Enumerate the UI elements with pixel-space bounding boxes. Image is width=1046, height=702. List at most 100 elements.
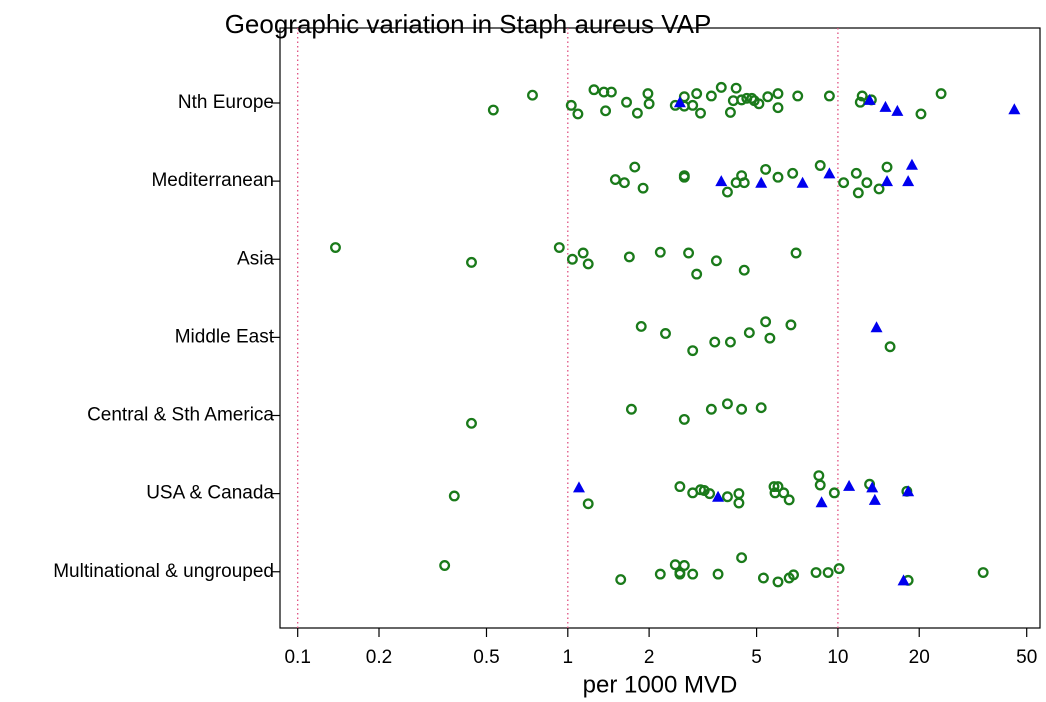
circle-marker: [736, 403, 748, 415]
circle-marker: [915, 108, 927, 120]
x-tick-label: 1: [563, 647, 574, 668]
circle-marker: [833, 563, 845, 575]
y-tick-label: Middle East: [175, 326, 275, 347]
y-tick-label: Multinational & ungrouped: [53, 561, 274, 582]
circle-marker: [629, 161, 641, 173]
triangle-marker: [881, 175, 894, 187]
circle-marker: [439, 560, 451, 571]
circle-marker: [566, 253, 578, 265]
triangle-marker: [863, 93, 876, 105]
circle-marker: [691, 268, 703, 280]
circle-marker: [746, 92, 758, 104]
circle-marker: [722, 398, 733, 410]
circle-marker: [674, 481, 686, 493]
circle-marker: [710, 255, 722, 267]
circle-marker: [772, 576, 784, 588]
circle-marker: [466, 417, 477, 429]
triangle-marker: [897, 574, 910, 586]
circle-marker: [810, 567, 822, 578]
x-tick-label: 5: [751, 647, 762, 668]
triangle-marker: [870, 321, 883, 333]
circle-marker: [814, 160, 826, 171]
circle-marker: [785, 319, 797, 331]
circle-marker: [691, 88, 703, 100]
circle-marker: [654, 568, 666, 580]
circle-marker: [527, 89, 538, 101]
circle-marker: [683, 247, 695, 259]
triangle-marker: [879, 100, 892, 112]
triangle-marker: [905, 158, 918, 170]
circle-marker: [705, 90, 717, 102]
circle-marker: [600, 105, 612, 117]
circle-marker: [813, 470, 825, 482]
circle-marker: [772, 88, 784, 100]
y-tick-label: Central & Sth America: [87, 405, 274, 426]
triangle-marker: [755, 176, 768, 188]
circle-marker: [695, 107, 706, 119]
circle-marker: [755, 402, 767, 414]
circle-marker: [605, 86, 617, 98]
circle-marker: [582, 258, 594, 270]
circle-marker: [783, 494, 795, 506]
circle-marker: [778, 487, 790, 499]
circle-marker: [733, 497, 745, 509]
circle-marker: [654, 246, 666, 258]
circle-marker: [466, 256, 477, 268]
circle-marker: [637, 182, 649, 194]
circle-marker: [760, 163, 772, 175]
circle-marker: [621, 96, 632, 108]
circle-marker: [736, 552, 748, 564]
triangle-marker: [673, 96, 686, 108]
circle-marker: [709, 336, 721, 348]
circle-marker: [814, 479, 826, 491]
circle-marker: [884, 341, 896, 353]
x-tick-label: 10: [827, 647, 848, 668]
circle-marker: [977, 567, 989, 578]
circle-marker: [850, 167, 862, 179]
circle-marker: [790, 247, 802, 259]
y-tick-label: Mediterranean: [151, 170, 274, 191]
circle-marker: [448, 490, 460, 502]
circle-marker: [822, 567, 834, 578]
circle-marker: [724, 106, 736, 118]
circle-marker: [582, 498, 594, 510]
circle-marker: [935, 88, 947, 100]
x-tick-label: 2: [644, 647, 655, 668]
circle-marker: [577, 247, 589, 259]
circle-marker: [705, 403, 717, 415]
circle-marker: [635, 320, 647, 332]
circle-marker: [768, 481, 780, 493]
circle-marker: [757, 572, 769, 584]
triangle-marker: [902, 485, 915, 497]
circle-marker: [823, 90, 835, 102]
circle-marker: [618, 177, 630, 189]
triangle-marker: [796, 176, 809, 188]
circle-marker: [660, 328, 671, 339]
triangle-marker: [1008, 103, 1021, 115]
triangle-marker: [868, 493, 881, 505]
circle-marker: [565, 99, 577, 111]
y-tick-label: Asia: [237, 248, 274, 269]
circle-marker: [678, 413, 690, 425]
circle-marker: [733, 488, 745, 500]
circle-marker: [625, 403, 637, 415]
triangle-marker: [715, 175, 728, 187]
circle-marker: [553, 242, 565, 253]
x-tick-label: 0.5: [473, 647, 499, 668]
circle-marker: [687, 99, 699, 111]
circle-marker: [736, 94, 748, 106]
circle-marker: [609, 174, 621, 186]
circle-marker: [764, 332, 776, 344]
circle-marker: [738, 264, 750, 276]
circle-marker: [715, 81, 727, 93]
circle-marker: [792, 90, 804, 102]
x-tick-label: 20: [909, 647, 930, 668]
x-axis-label: per 1000 MVD: [583, 671, 738, 698]
circle-marker: [760, 316, 772, 328]
circle-marker: [722, 186, 733, 198]
triangle-marker: [823, 167, 836, 179]
circle-marker: [772, 171, 784, 183]
circle-marker: [730, 82, 742, 94]
circle-marker: [787, 167, 799, 179]
